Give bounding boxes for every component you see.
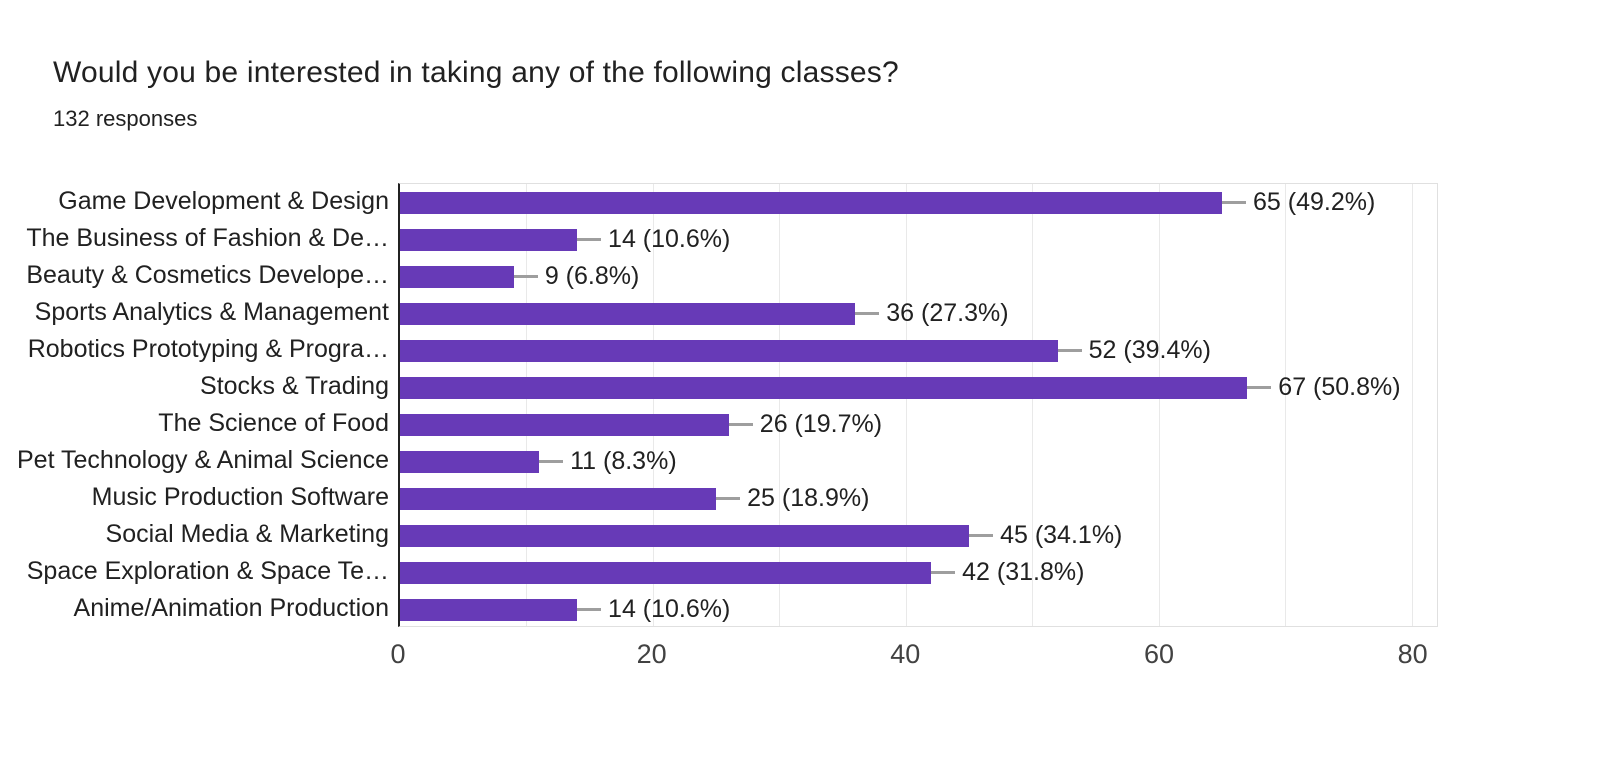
bar-connector [1247,386,1272,389]
bar[interactable] [400,450,540,473]
bar-row: 45 (34.1%) [400,517,1437,554]
x-axis-row: 0 20 40 60 80 [8,627,1600,675]
x-tick-label: 40 [890,639,921,669]
bar[interactable] [400,228,578,251]
gridline [1411,184,1413,626]
value-label: 9 (6.8%) [544,262,640,290]
bar-connector [577,608,602,611]
bar-row: 36 (27.3%) [400,295,1437,332]
bar[interactable] [400,265,514,288]
bar-connector [577,238,602,241]
x-tick-label: 0 [390,639,406,669]
chart-header: Would you be interested in taking any of… [0,0,1600,132]
value-label: 42 (31.8%) [962,558,1085,586]
gridline [526,184,528,626]
gridline [779,184,781,626]
category-label: Music Production Software [91,483,389,511]
value-label: 36 (27.3%) [886,299,1009,327]
x-tick-label: 20 [636,639,667,669]
category-label: Anime/Animation Production [73,594,389,622]
chart-body: Game Development & Design The Business of… [8,183,1600,627]
bar-chart: Game Development & Design The Business of… [0,183,1600,675]
category-label: Social Media & Marketing [105,520,389,548]
bar-row: 9 (6.8%) [400,258,1437,295]
bar-connector [1057,349,1082,352]
value-label: 26 (19.7%) [759,410,883,438]
value-label: 67 (50.8%) [1278,373,1401,401]
gridline [1285,184,1287,626]
category-label: The Business of Fashion & De… [26,224,389,252]
bar[interactable] [400,524,970,547]
category-label: Space Exploration & Space Te… [26,557,389,585]
category-label: The Science of Food [158,409,389,437]
x-axis: 0 20 40 60 80 [390,627,1438,675]
x-tick-label: 60 [1143,639,1174,669]
bar-row: 25 (18.9%) [400,480,1437,517]
bar-row: 52 (39.4%) [400,332,1437,369]
bar-row: 67 (50.8%) [400,369,1437,406]
page-title: Would you be interested in taking any of… [53,56,899,89]
bar[interactable] [400,191,1222,214]
bar-row: 11 (8.3%) [400,443,1437,480]
gridline [1158,184,1160,626]
bar-row: 26 (19.7%) [400,406,1437,443]
bar-row: 42 (31.8%) [400,554,1437,591]
responses-count: 132 responses [53,106,198,131]
bar[interactable] [400,413,729,436]
plot-area: 65 (49.2%) 14 (10.6%) 9 (6.8%) 36 (27.3%) 52… [398,183,1438,627]
value-label: 52 (39.4%) [1088,336,1211,364]
bar-connector [513,275,538,278]
bar-row: 14 (10.6%) [400,221,1437,258]
value-label: 45 (34.1%) [1000,521,1123,549]
bar[interactable] [400,561,932,584]
category-label: Sports Analytics & Management [34,298,389,326]
bar-connector [969,534,994,537]
gridline [1032,184,1034,626]
value-label: 65 (49.2%) [1253,188,1376,216]
x-axis-spacer [8,627,398,675]
bar-connector [539,460,564,463]
bar-connector [1222,201,1246,204]
bar[interactable] [400,487,717,510]
bar-connector [728,423,753,426]
bar[interactable] [400,339,1058,362]
bar-connector [931,571,956,574]
category-label: Stocks & Trading [200,372,389,400]
value-label: 14 (10.6%) [608,595,731,623]
category-label: Robotics Prototyping & Progra… [27,335,389,363]
value-label: 14 (10.6%) [608,225,731,253]
bar-connector [716,497,741,500]
x-tick-label: 80 [1397,639,1428,669]
category-labels-column: Game Development & Design The Business of… [8,183,398,627]
category-label: Pet Technology & Animal Science [17,446,389,474]
value-label: 11 (8.3%) [570,447,677,475]
bar[interactable] [400,302,856,325]
category-label: Beauty & Cosmetics Develope… [26,261,389,289]
category-label: Game Development & Design [58,187,389,215]
bar-connector [855,312,880,315]
gridline [652,184,654,626]
value-label: 25 (18.9%) [747,484,870,512]
bar[interactable] [400,376,1248,399]
bar[interactable] [400,598,578,621]
bar-row: 14 (10.6%) [400,591,1437,628]
bar-row: 65 (49.2%) [400,184,1437,221]
gridline [905,184,907,626]
form-responses-chart-card: Would you be interested in taking any of… [0,0,1600,675]
